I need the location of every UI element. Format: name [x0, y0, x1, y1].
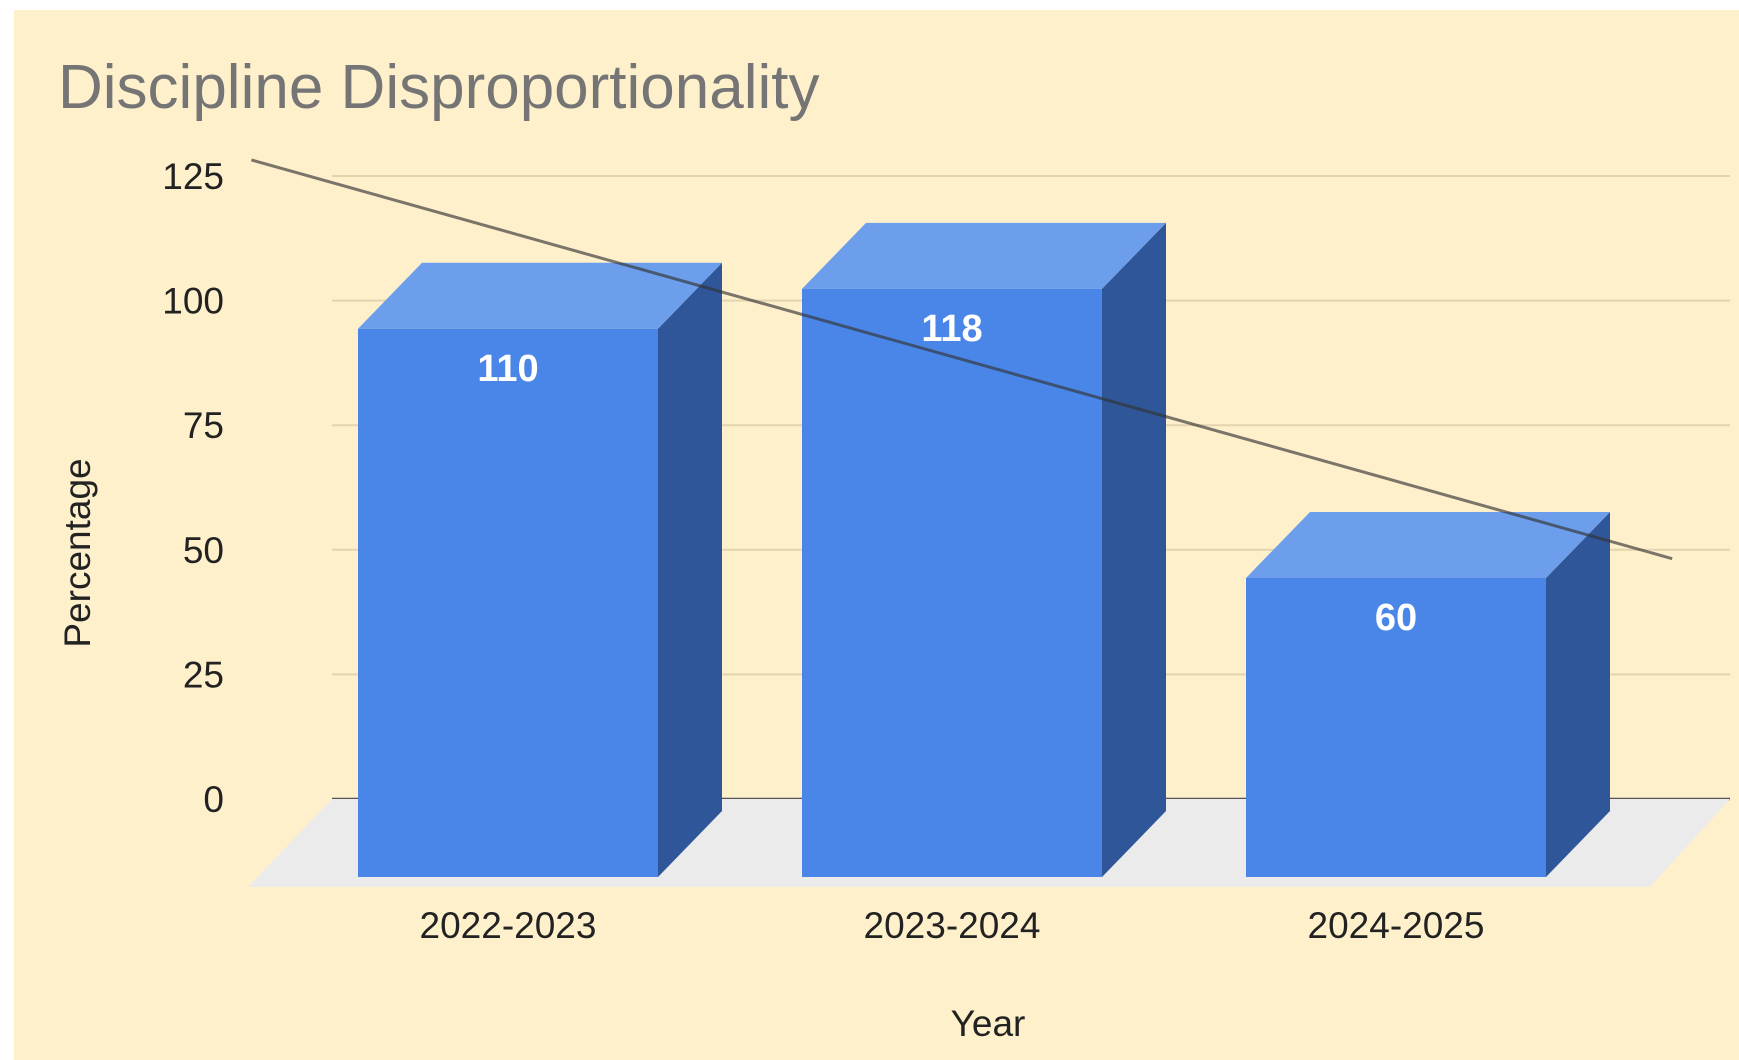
- chart-title: Discipline Disproportionality: [58, 53, 820, 122]
- x-axis-label: Year: [951, 1003, 1026, 1044]
- bar-front: [802, 288, 1102, 877]
- bar-side: [658, 262, 722, 877]
- y-tick-label: 50: [183, 530, 224, 571]
- data-label: 60: [1375, 597, 1417, 639]
- bar-side: [1102, 222, 1166, 877]
- y-axis-label: Percentage: [57, 458, 98, 647]
- data-label: 118: [921, 308, 982, 350]
- trendline: [250, 158, 1673, 561]
- x-axis-ticks: 2022-2023 2023-2024 2024-2025: [420, 905, 1485, 946]
- y-axis-ticks: 0 25 50 75 100 125: [162, 156, 224, 820]
- x-tick-label: 2024-2025: [1308, 905, 1485, 946]
- bar: [1246, 511, 1610, 877]
- y-tick-label: 25: [183, 654, 224, 695]
- bar-front: [1246, 577, 1546, 877]
- bar-top: [1246, 511, 1610, 578]
- y-tick-label: 125: [162, 156, 224, 197]
- bars: [358, 222, 1610, 877]
- y-tick-label: 100: [162, 281, 224, 322]
- data-labels: 110 118 60: [477, 308, 1417, 639]
- bar-front: [358, 328, 658, 877]
- x-tick-label: 2022-2023: [420, 905, 597, 946]
- y-tick-label: 75: [183, 405, 224, 446]
- y-tick-label: 0: [203, 779, 224, 820]
- bar: [358, 262, 722, 877]
- bar-top: [802, 222, 1166, 289]
- bar-top: [358, 262, 722, 329]
- bar-side: [1546, 511, 1610, 877]
- data-label: 110: [477, 348, 538, 390]
- bar: [802, 222, 1166, 877]
- x-tick-label: 2023-2024: [864, 905, 1041, 946]
